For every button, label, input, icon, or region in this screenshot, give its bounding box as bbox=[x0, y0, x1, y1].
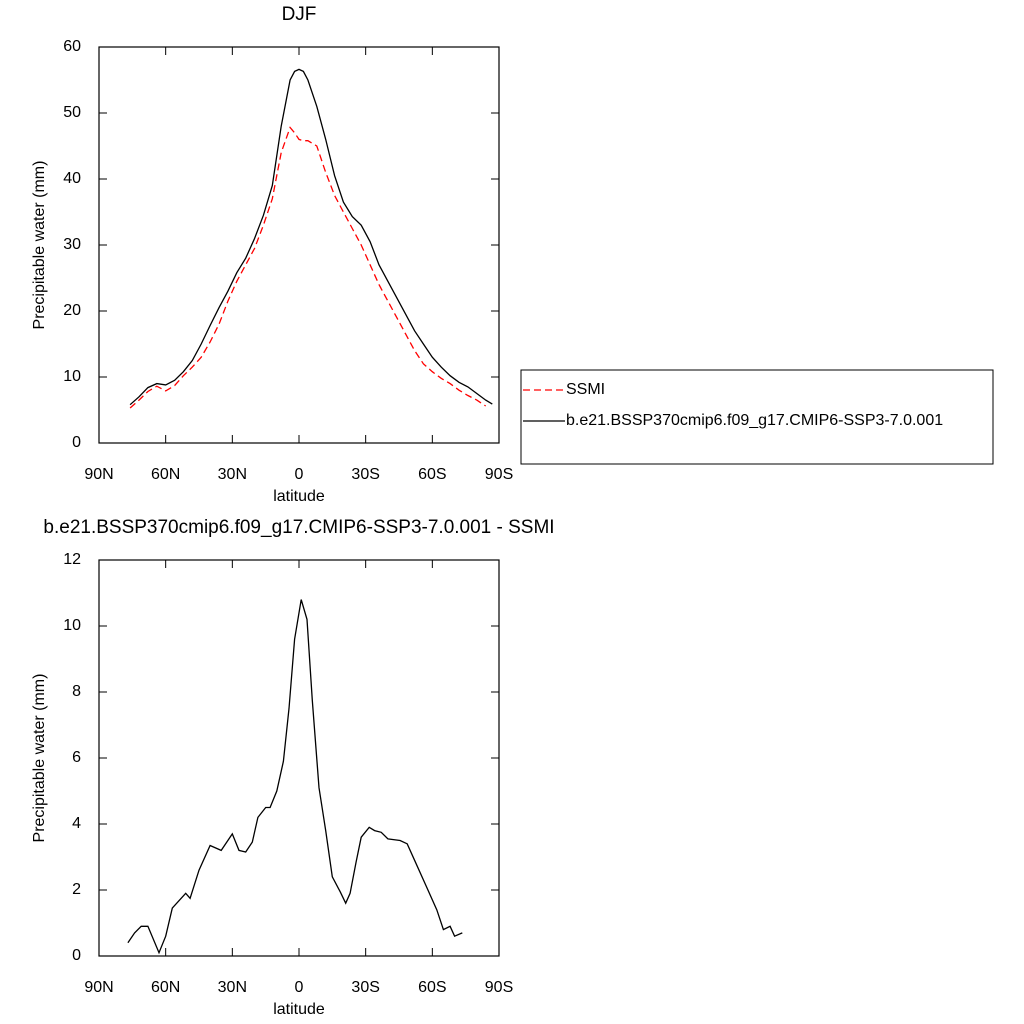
y-tick-label: 50 bbox=[63, 104, 81, 121]
data-line bbox=[129, 68, 493, 406]
x-tick-label: 30N bbox=[218, 979, 247, 996]
legend-label: b.e21.BSSP370cmip6.f09_g17.CMIP6-SSP3-7.… bbox=[566, 412, 943, 429]
y-tick-label: 10 bbox=[63, 368, 81, 385]
y-axis-label: Precipitable water (mm) bbox=[31, 161, 48, 330]
y-tick-label: 8 bbox=[72, 683, 81, 700]
chart-title: b.e21.BSSP370cmip6.f09_g17.CMIP6-SSP3-7.… bbox=[43, 517, 554, 538]
y-tick-label: 6 bbox=[72, 749, 81, 766]
plot-frame bbox=[98, 46, 500, 444]
x-tick-label: 60S bbox=[418, 979, 446, 996]
chart-title: DJF bbox=[282, 4, 317, 25]
x-tick-label: 60N bbox=[151, 979, 180, 996]
x-tick-label: 0 bbox=[295, 979, 304, 996]
plot-frame bbox=[98, 559, 500, 957]
data-line bbox=[127, 599, 463, 955]
x-tick-label: 90S bbox=[485, 466, 513, 483]
x-tick-label: 90N bbox=[84, 979, 113, 996]
x-tick-label: 90S bbox=[485, 979, 513, 996]
x-tick-label: 30S bbox=[351, 466, 379, 483]
y-tick-label: 12 bbox=[63, 551, 81, 568]
x-tick-label: 30N bbox=[218, 466, 247, 483]
y-tick-label: 20 bbox=[63, 302, 81, 319]
y-tick-label: 30 bbox=[63, 236, 81, 253]
x-tick-label: 30S bbox=[351, 979, 379, 996]
y-tick-label: 2 bbox=[72, 881, 81, 898]
x-tick-label: 60S bbox=[418, 466, 446, 483]
y-axis-label: Precipitable water (mm) bbox=[31, 674, 48, 843]
y-tick-label: 0 bbox=[72, 434, 81, 451]
legend-label: SSMI bbox=[566, 381, 605, 398]
x-axis-label: latitude bbox=[273, 1001, 325, 1018]
x-tick-label: 0 bbox=[295, 466, 304, 483]
y-tick-label: 10 bbox=[63, 617, 81, 634]
y-tick-label: 4 bbox=[72, 815, 81, 832]
x-tick-label: 90N bbox=[84, 466, 113, 483]
y-tick-label: 0 bbox=[72, 947, 81, 964]
data-line bbox=[129, 126, 487, 409]
legend-box bbox=[520, 369, 994, 465]
y-tick-label: 40 bbox=[63, 170, 81, 187]
y-tick-label: 60 bbox=[63, 38, 81, 55]
x-tick-label: 60N bbox=[151, 466, 180, 483]
x-axis-label: latitude bbox=[273, 488, 325, 505]
